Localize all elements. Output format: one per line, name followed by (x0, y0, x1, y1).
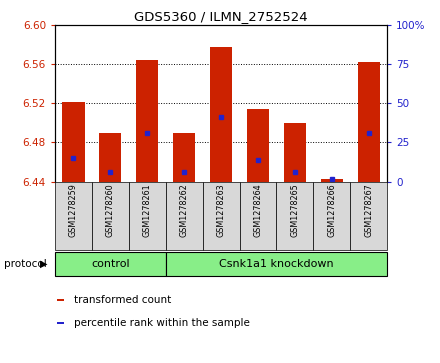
Bar (55, 182, 92, 250)
Bar (247, 109, 269, 182)
Title: GDS5360 / ILMN_2752524: GDS5360 / ILMN_2752524 (134, 10, 308, 23)
Text: Csnk1a1 knockdown: Csnk1a1 knockdown (219, 258, 334, 269)
Text: GSM1278265: GSM1278265 (290, 184, 300, 237)
Bar (350, 182, 387, 250)
Bar (57, 299, 64, 301)
Text: GSM1278266: GSM1278266 (327, 184, 336, 237)
Bar (99, 133, 121, 182)
Text: transformed count: transformed count (74, 295, 172, 305)
Bar (358, 61, 380, 182)
Text: GSM1278262: GSM1278262 (180, 184, 189, 237)
Text: control: control (91, 258, 130, 269)
Bar (166, 252, 387, 276)
Text: GSM1278267: GSM1278267 (364, 184, 373, 237)
Bar (62, 102, 84, 182)
Bar (173, 133, 195, 182)
Bar (57, 322, 64, 324)
Text: percentile rank within the sample: percentile rank within the sample (74, 318, 250, 327)
Text: GSM1278259: GSM1278259 (69, 184, 78, 237)
Bar (276, 182, 313, 250)
Text: GSM1278263: GSM1278263 (216, 184, 226, 237)
Bar (166, 182, 203, 250)
Text: GSM1278261: GSM1278261 (143, 184, 152, 237)
Bar (284, 123, 306, 182)
Bar (321, 179, 343, 182)
Text: protocol: protocol (4, 259, 47, 269)
Text: GSM1278264: GSM1278264 (253, 184, 263, 237)
Bar (92, 182, 129, 250)
Bar (313, 182, 350, 250)
Text: ▶: ▶ (40, 259, 48, 269)
Text: GSM1278260: GSM1278260 (106, 184, 115, 237)
Bar (239, 182, 276, 250)
Bar (136, 60, 158, 182)
Bar (129, 182, 166, 250)
Bar (55, 252, 166, 276)
Bar (210, 47, 232, 182)
Bar (203, 182, 239, 250)
